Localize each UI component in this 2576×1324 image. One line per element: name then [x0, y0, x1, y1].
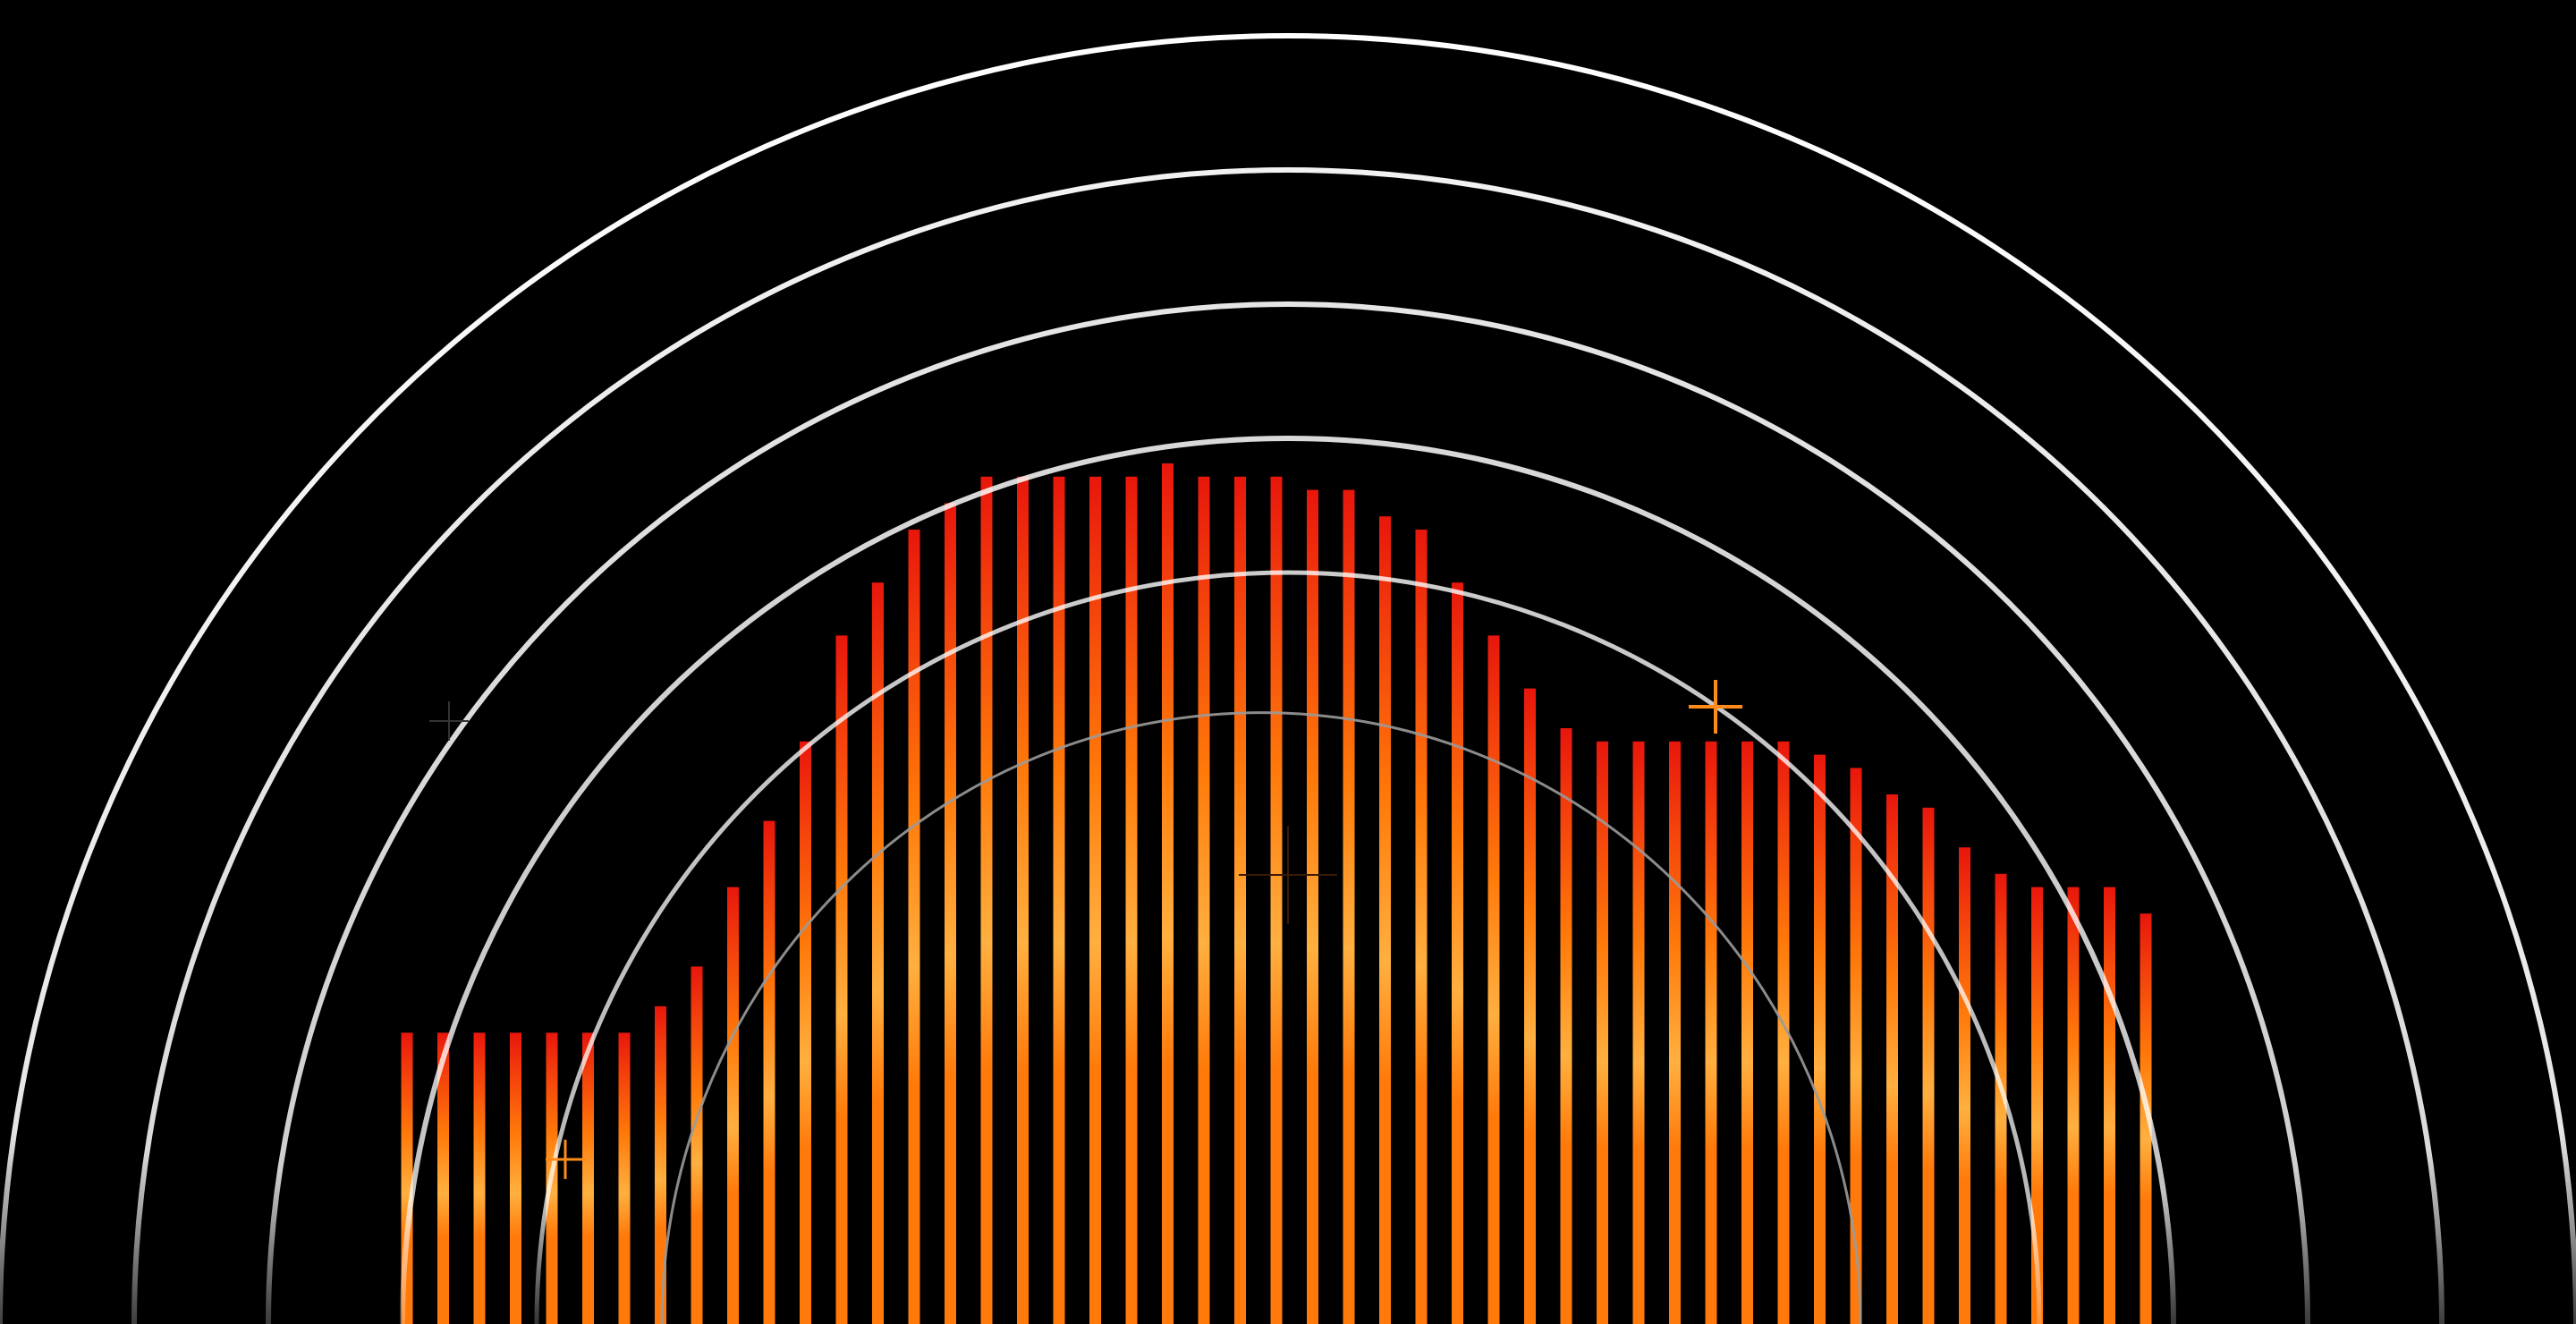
bar	[800, 741, 811, 1324]
bar	[2104, 887, 2115, 1324]
bar	[872, 582, 884, 1324]
thin-arc-layer	[660, 711, 1862, 1324]
bar	[1017, 476, 1029, 1324]
bar	[1452, 582, 1463, 1324]
bar	[1669, 741, 1681, 1324]
bar	[1886, 794, 1898, 1324]
bar	[1850, 768, 1862, 1324]
arc	[534, 570, 2042, 1324]
bar	[1995, 873, 2007, 1324]
bar	[1307, 489, 1318, 1324]
bar	[1125, 476, 1138, 1324]
bar	[945, 503, 956, 1324]
bar	[473, 1032, 486, 1324]
arc	[400, 436, 2176, 1324]
crosshair-icon	[1239, 826, 1337, 924]
bars-layer	[401, 463, 2152, 1324]
arcs-layer	[0, 33, 2576, 1324]
bar	[1089, 476, 1101, 1324]
bar	[437, 1032, 449, 1324]
bar	[2067, 887, 2080, 1324]
bar	[1487, 635, 1500, 1324]
bar	[1922, 807, 1935, 1324]
bar	[1053, 476, 1065, 1324]
bar	[1343, 489, 1355, 1324]
bar	[1597, 741, 1608, 1324]
bar	[1415, 530, 1428, 1324]
bar	[2140, 913, 2152, 1324]
bar	[1959, 847, 1970, 1324]
crosshair-icon	[546, 1140, 585, 1179]
crosshair-icon	[429, 701, 469, 741]
bar	[618, 1032, 631, 1324]
bar	[1741, 741, 1753, 1324]
bar	[691, 966, 703, 1324]
bar	[1777, 741, 1790, 1324]
bar	[763, 820, 775, 1324]
bar	[1705, 741, 1717, 1324]
bar	[510, 1032, 521, 1324]
bar	[727, 887, 739, 1324]
bar	[980, 476, 993, 1324]
thin-arc	[660, 711, 1862, 1324]
bar	[835, 635, 848, 1324]
bar	[2031, 887, 2043, 1324]
crosshair-icon	[1689, 680, 1742, 734]
bar	[1632, 741, 1645, 1324]
bar	[1198, 476, 1210, 1324]
bar	[1234, 476, 1246, 1324]
bar	[1270, 476, 1283, 1324]
markers-layer	[429, 680, 1742, 1179]
bar	[655, 1006, 666, 1324]
bar	[1560, 728, 1572, 1324]
bar	[908, 530, 920, 1324]
bar	[582, 1032, 594, 1324]
arc	[131, 167, 2445, 1324]
arc	[0, 33, 2576, 1324]
bar	[1379, 516, 1391, 1324]
bar	[1524, 688, 1536, 1324]
arc	[266, 301, 2310, 1324]
bar	[1162, 463, 1174, 1324]
bar	[1814, 754, 1826, 1324]
